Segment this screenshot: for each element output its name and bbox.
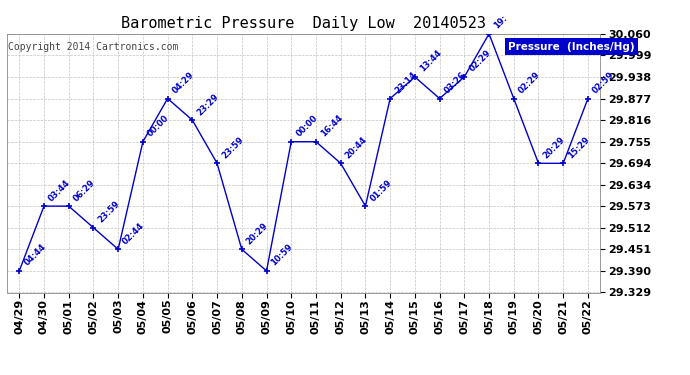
Text: 23:59: 23:59: [97, 200, 121, 225]
Text: 00:00: 00:00: [294, 114, 319, 139]
Text: 06:29: 06:29: [72, 178, 97, 203]
Text: 16:44: 16:44: [319, 113, 344, 139]
Text: 02:29: 02:29: [517, 70, 542, 95]
Title: Barometric Pressure  Daily Low  20140523: Barometric Pressure Daily Low 20140523: [121, 16, 486, 31]
Text: 20:29: 20:29: [542, 135, 566, 160]
Text: 01:59: 01:59: [368, 178, 393, 203]
Text: 23:59: 23:59: [220, 135, 245, 160]
Text: 23:29: 23:29: [195, 92, 221, 117]
Text: 00:00: 00:00: [146, 114, 171, 139]
Text: 04:29: 04:29: [170, 70, 196, 95]
Text: 04:44: 04:44: [22, 243, 48, 268]
Text: 02:29: 02:29: [467, 49, 493, 74]
Text: 20:29: 20:29: [245, 221, 270, 246]
Text: 13:44: 13:44: [418, 48, 443, 74]
Text: 19:: 19:: [492, 13, 509, 31]
Text: 10:59: 10:59: [270, 243, 295, 268]
Text: 20:44: 20:44: [344, 135, 369, 160]
Text: 03:44: 03:44: [47, 178, 72, 203]
Text: 02:59: 02:59: [591, 70, 616, 95]
Text: 15:29: 15:29: [566, 135, 591, 160]
Text: 02:44: 02:44: [121, 221, 146, 246]
Text: 23:14: 23:14: [393, 70, 418, 95]
Text: Pressure  (Inches/Hg): Pressure (Inches/Hg): [509, 42, 635, 51]
Text: 03:26: 03:26: [442, 70, 468, 95]
Text: Copyright 2014 Cartronics.com: Copyright 2014 Cartronics.com: [8, 42, 179, 51]
